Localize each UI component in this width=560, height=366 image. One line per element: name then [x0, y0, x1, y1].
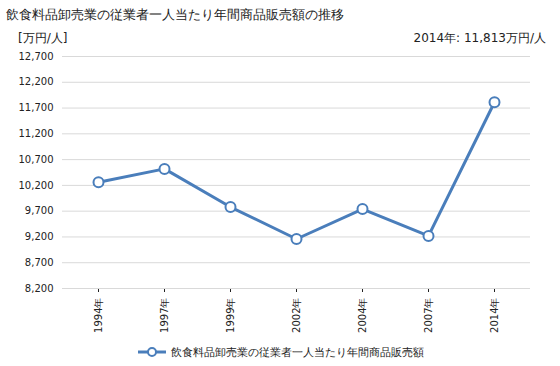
svg-text:11,700: 11,700: [19, 102, 54, 113]
svg-text:11,200: 11,200: [19, 128, 54, 139]
svg-text:1999年: 1999年: [225, 298, 236, 333]
svg-text:8,200: 8,200: [25, 283, 54, 294]
html-text:飲食料品卸売業の従業者一人当たり年間商品販売額: 飲食料品卸売業の従業者一人当たり年間商品販売額: [170, 345, 424, 359]
svg-text:9,700: 9,700: [25, 205, 54, 216]
svg-text:12,700: 12,700: [19, 51, 54, 62]
svg-text:9,200: 9,200: [25, 231, 54, 242]
svg-text:2014年: 2014年: [489, 298, 500, 333]
svg-text:10,200: 10,200: [19, 180, 54, 191]
svg-text:2002年: 2002年: [291, 298, 302, 333]
svg-text:2007年: 2007年: [423, 298, 434, 333]
html-text:飲食料品卸売業の従業者一人当たり年間商品販売額の推移: 飲食料品卸売業の従業者一人当たり年間商品販売額の推移: [6, 7, 344, 22]
svg-text:2004年: 2004年: [357, 298, 368, 333]
html-text:2014年: 11,813万円/人: 2014年: 11,813万円/人: [413, 31, 546, 45]
svg-text:10,700: 10,700: [19, 154, 54, 165]
svg-text:1994年: 1994年: [93, 298, 104, 333]
html-text:[万円/人]: [万円/人]: [18, 31, 68, 45]
svg-text:8,700: 8,700: [25, 257, 54, 268]
svg-text:12,200: 12,200: [19, 76, 54, 87]
svg-text:1997年: 1997年: [159, 298, 170, 333]
